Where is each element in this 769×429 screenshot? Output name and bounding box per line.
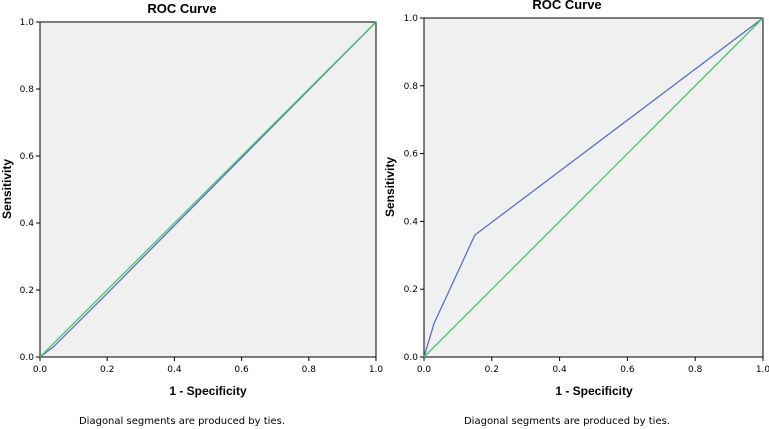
chart-title: ROC Curve	[532, 0, 601, 12]
reference-diagonal-line	[423, 17, 764, 358]
footnote: Diagonal segments are produced by ties.	[79, 416, 285, 427]
x-axis-ticks: 0.0 0.2 0.4 0.6 0.8 1.0	[417, 357, 769, 375]
x-tick-label: 0.8	[302, 365, 317, 375]
x-tick-label: 0.6	[620, 365, 635, 375]
y-tick-label: 1.0	[20, 18, 35, 28]
y-tick-label: 0.4	[20, 219, 35, 229]
series-group	[423, 17, 764, 358]
series-group	[39, 21, 377, 358]
x-tick-label: 0.4	[552, 365, 567, 375]
y-tick-label: 0.8	[20, 85, 35, 95]
reference-diagonal-line	[39, 21, 377, 358]
roc-curve-line	[423, 17, 764, 358]
x-tick-label: 0.6	[234, 365, 249, 375]
y-tick-label: 0.0	[404, 353, 419, 363]
x-axis-label: 1 - Specificity	[169, 384, 247, 398]
footnote: Diagonal segments are produced by ties.	[464, 416, 670, 427]
y-axis-label: Sensitivity	[0, 159, 14, 219]
y-tick-label: 0.6	[20, 152, 35, 162]
x-tick-label: 0.2	[485, 365, 499, 375]
x-tick-label: 0.8	[688, 365, 703, 375]
y-tick-label: 0.8	[404, 82, 419, 92]
x-tick-label: 0.0	[33, 365, 48, 375]
y-axis-ticks: 0.0 0.2 0.4 0.6 0.8 1.0	[20, 18, 40, 363]
y-axis-ticks: 0.0 0.2 0.4 0.6 0.8 1.0	[404, 14, 424, 363]
x-tick-label: 1.0	[756, 365, 769, 375]
roc-chart-left: ROC Curve 0.00.20.40.60.81.0 0.0 0.2 0.4 0.…	[0, 1, 383, 427]
y-axis-label: Sensitivity	[383, 157, 397, 217]
roc-curve-line	[39, 21, 377, 358]
y-tick-label: 0.6	[404, 150, 419, 160]
chart-title: ROC Curve	[147, 1, 216, 16]
y-tick-label: 0.4	[404, 217, 419, 227]
roc-chart-right: ROC Curve 0.00.20.40.60.81.0 0.0 0.2 0.4 0.…	[383, 0, 769, 427]
y-tick-label: 0.2	[404, 285, 418, 295]
y-tick-label: 0.0	[20, 353, 35, 363]
x-tick-label: 0.0	[417, 365, 432, 375]
x-tick-label: 0.4	[167, 365, 182, 375]
x-tick-label: 0.2	[100, 365, 114, 375]
y-tick-label: 1.0	[404, 14, 419, 24]
x-axis-ticks: 0.0 0.2 0.4 0.6 0.8 1.0	[33, 357, 384, 375]
y-tick-label: 0.2	[20, 286, 34, 296]
x-axis-label: 1 - Specificity	[555, 384, 633, 398]
x-tick-label: 1.0	[369, 365, 384, 375]
